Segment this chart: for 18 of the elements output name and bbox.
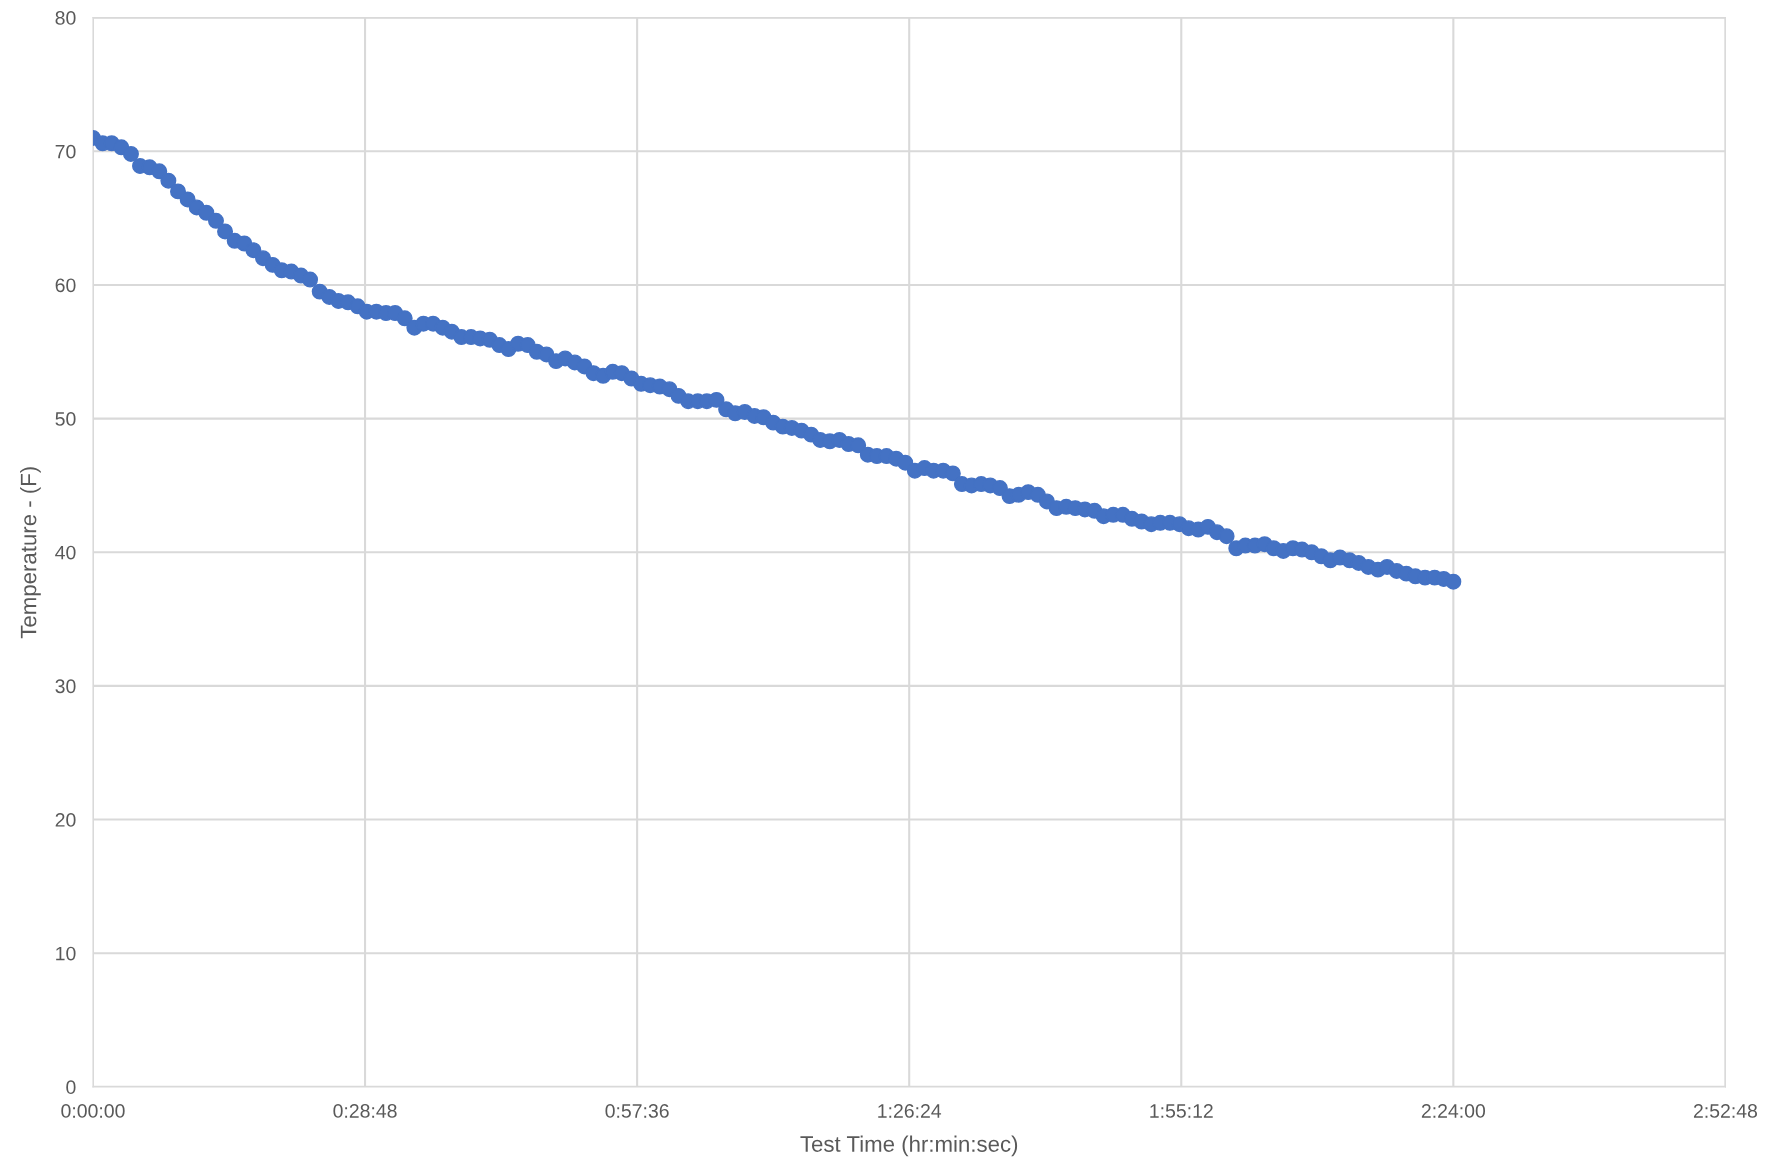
- y-tick-label: 20: [55, 813, 76, 827]
- y-tick-label: 40: [55, 545, 76, 560]
- x-tick-label: 2:52:48: [1693, 1104, 1758, 1118]
- x-tick-label: 2:24:00: [1421, 1104, 1486, 1118]
- y-tick-label: 60: [55, 278, 76, 293]
- x-tick-label: 1:55:12: [1150, 1104, 1213, 1118]
- y-tick-label: 80: [55, 11, 76, 25]
- y-tick-label: 50: [55, 412, 76, 426]
- x-axis-title: Test Time (hr:min:sec): [800, 1135, 1018, 1157]
- y-tick-label: 0: [66, 1080, 76, 1095]
- y-tick-label: 10: [56, 946, 76, 961]
- x-tick-label: 1:26:24: [878, 1104, 942, 1118]
- x-tick-label: 0:00:00: [61, 1104, 125, 1118]
- x-tick-label: 0:57:36: [605, 1104, 669, 1118]
- x-tick-label: 0:28:48: [333, 1104, 397, 1118]
- y-tick-label: 30: [55, 679, 76, 694]
- y-axis-title: Temperature - (F): [20, 467, 41, 639]
- y-tick-label: 70: [55, 144, 76, 159]
